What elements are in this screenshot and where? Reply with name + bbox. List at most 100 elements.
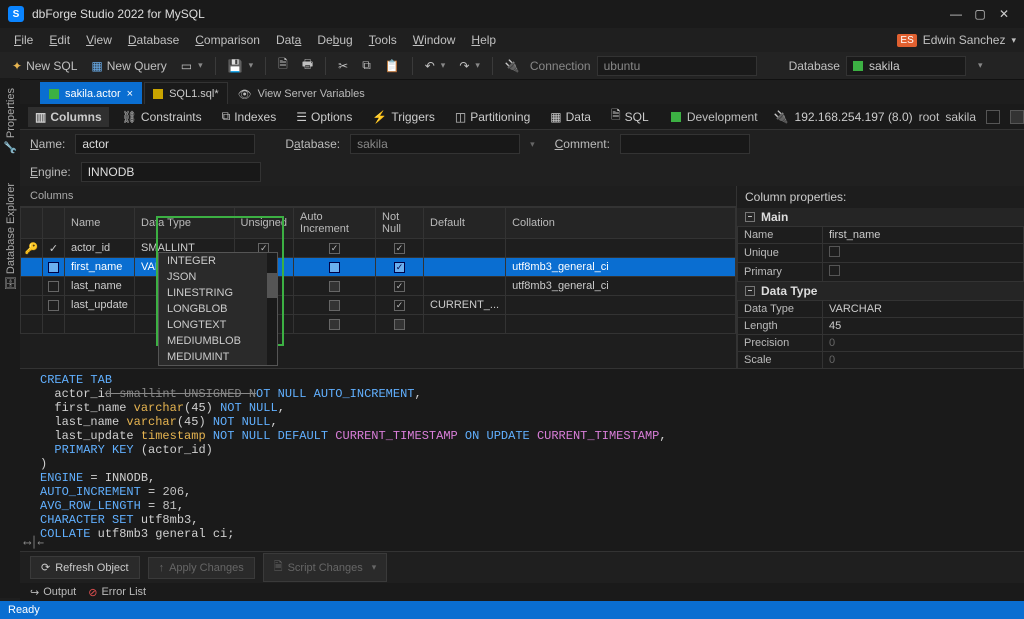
connect-button[interactable]: 🔌 [501, 57, 524, 75]
col-sel [43, 208, 65, 239]
table-row-new[interactable] [21, 315, 736, 334]
menu-comparison[interactable]: Comparison [189, 31, 266, 49]
dtab-options[interactable]: ☰ Options [289, 107, 359, 127]
prop-prec-value[interactable]: 0 [823, 335, 1024, 352]
cut-button[interactable]: ✂ [334, 57, 352, 75]
dropdown-option[interactable]: JSON [159, 269, 277, 285]
columns-grid[interactable]: Name Data Type Unsigned Auto Increment N… [20, 206, 736, 334]
window-title: dbForge Studio 2022 for MySQL [32, 7, 944, 21]
prop-unique-value[interactable] [823, 244, 1024, 263]
document-area: ▥ Columns ⛓ Constraints ⧉ Indexes ☰ Opti… [20, 104, 1024, 583]
dropdown-option[interactable]: LINESTRING [159, 285, 277, 301]
database-select[interactable]: sakila [846, 56, 966, 76]
connection-select[interactable]: ubuntu [597, 56, 757, 76]
menu-edit[interactable]: Edit [43, 31, 76, 49]
undo-button[interactable]: ↶▾ [421, 57, 450, 75]
filetab-sql1[interactable]: SQL1.sql* [144, 82, 228, 106]
comment-label: Comment: [555, 137, 610, 151]
form-row-1: Name: actor Database: sakila ▾ Comment: [20, 130, 1024, 158]
dtab-columns[interactable]: ▥ Columns [28, 107, 109, 127]
menu-database[interactable]: Database [122, 31, 185, 49]
dtab-triggers[interactable]: ⚡ Triggers [365, 107, 442, 127]
database-label: Database [789, 59, 840, 73]
minimize-button[interactable]: — [944, 7, 968, 21]
prop-primary-value[interactable] [823, 263, 1024, 282]
sidetab-dbexplorer[interactable]: 🗄 Database Explorer [2, 179, 19, 295]
open-button[interactable]: ▭▾ [177, 57, 207, 75]
dtab-indexes[interactable]: ⧉ Indexes [215, 106, 284, 127]
prop-name-value[interactable]: first_name [823, 227, 1024, 244]
col-type[interactable]: Data Type [135, 208, 235, 239]
prop-dt-value[interactable]: VARCHAR [823, 301, 1024, 318]
dtab-partitioning[interactable]: ◫ Partitioning [448, 107, 537, 127]
menu-file[interactable]: File [8, 31, 39, 49]
table-icon [49, 89, 59, 99]
col-key [21, 208, 43, 239]
menu-tools[interactable]: Tools [363, 31, 403, 49]
paste-button[interactable]: 📋 [381, 57, 404, 75]
apply-button[interactable]: ↑Apply Changes [148, 557, 255, 579]
print-button[interactable]: 🖶 [298, 53, 317, 78]
save-all-button[interactable]: 🗎 [274, 53, 292, 78]
panel-toggle-1[interactable] [986, 110, 1000, 124]
redo-button[interactable]: ↷▾ [455, 57, 484, 75]
view-server-variables[interactable]: 👁 View Server Variables [230, 82, 373, 106]
server-icon: 🔌 [774, 110, 789, 124]
table-row[interactable]: 🔑✓actor_idSMALLINT [21, 239, 736, 258]
dropdown-option[interactable]: INTEGER [159, 253, 277, 269]
prop-len-value[interactable]: 45 [823, 318, 1024, 335]
sidetab-properties[interactable]: 🔧 Properties [2, 84, 19, 159]
props-section-datatype[interactable]: –Data Type [737, 282, 1024, 300]
col-unsigned[interactable]: Unsigned [234, 208, 293, 239]
close-button[interactable]: ✕ [992, 7, 1016, 21]
table-row[interactable]: last_nameutf8mb3_general_ci [21, 277, 736, 296]
db-dropdown-button[interactable]: ▾ [972, 58, 987, 73]
new-query-button[interactable]: ▦New Query [87, 57, 170, 75]
props-section-main[interactable]: –Main [737, 208, 1024, 226]
col-collation[interactable]: Collation [506, 208, 736, 239]
table-row[interactable]: first_nameVARCHAR(45)▾utf8mb3_general_ci [21, 258, 736, 277]
editor-gutter: ⟷│← [20, 534, 48, 551]
output-tab[interactable]: ↪Output [30, 586, 76, 599]
menu-window[interactable]: Window [407, 31, 462, 49]
dropdown-option[interactable]: LONGTEXT [159, 317, 277, 333]
close-icon[interactable]: × [127, 88, 133, 100]
save-button[interactable]: 💾▾ [224, 57, 257, 75]
menu-view[interactable]: View [80, 31, 118, 49]
prop-scale-value[interactable]: 0 [823, 352, 1024, 369]
user-initials: ES [897, 34, 916, 47]
engine-input[interactable]: INNODB [81, 162, 261, 182]
sql-code[interactable]: CREATE TAB actor_id smallint UNSIGNED NO… [20, 369, 1024, 545]
dtab-constraints[interactable]: ⛓ Constraints [115, 107, 209, 127]
col-name[interactable]: Name [65, 208, 135, 239]
dtab-sql[interactable]: 🗎 SQL [604, 103, 656, 130]
script-button[interactable]: 🗎Script Changes▾ [263, 553, 388, 582]
dropdown-option[interactable]: MEDIUMINT [159, 349, 277, 365]
name-input[interactable]: actor [75, 134, 255, 154]
col-notnull[interactable]: Not Null [376, 208, 424, 239]
menu-help[interactable]: Help [465, 31, 502, 49]
refresh-button[interactable]: ⟳Refresh Object [30, 556, 140, 579]
chevron-down-icon: ▾ [1011, 35, 1016, 46]
menu-debug[interactable]: Debug [311, 31, 358, 49]
panel-toggle-2[interactable] [1010, 110, 1024, 124]
new-sql-button[interactable]: ✦New SQL [8, 57, 81, 75]
dropdown-scroll-thumb[interactable] [267, 273, 277, 298]
table-row[interactable]: last_updateCURRENT_... [21, 296, 736, 315]
sql-preview: CREATE TAB actor_id smallint UNSIGNED NO… [20, 368, 1024, 551]
filetab-sakila-actor[interactable]: sakila.actor × [40, 82, 142, 106]
comment-input[interactable] [620, 134, 750, 154]
dropdown-scrollbar[interactable] [267, 253, 277, 365]
maximize-button[interactable]: ▢ [968, 7, 992, 21]
datatype-dropdown[interactable]: INTEGERJSONLINESTRINGLONGBLOBLONGTEXTMED… [158, 252, 278, 366]
dropdown-option[interactable]: MEDIUMBLOB [159, 333, 277, 349]
dtab-data[interactable]: ▦ Data [543, 107, 598, 127]
copy-button[interactable]: ⧉ [358, 56, 375, 75]
col-default[interactable]: Default [424, 208, 506, 239]
col-autoinc[interactable]: Auto Increment [294, 208, 376, 239]
db-input[interactable]: sakila [350, 134, 520, 154]
dropdown-option[interactable]: LONGBLOB [159, 301, 277, 317]
menu-data[interactable]: Data [270, 31, 307, 49]
errorlist-tab[interactable]: ⊘Error List [88, 586, 146, 599]
user-badge[interactable]: ES Edwin Sanchez ▾ [897, 33, 1016, 47]
